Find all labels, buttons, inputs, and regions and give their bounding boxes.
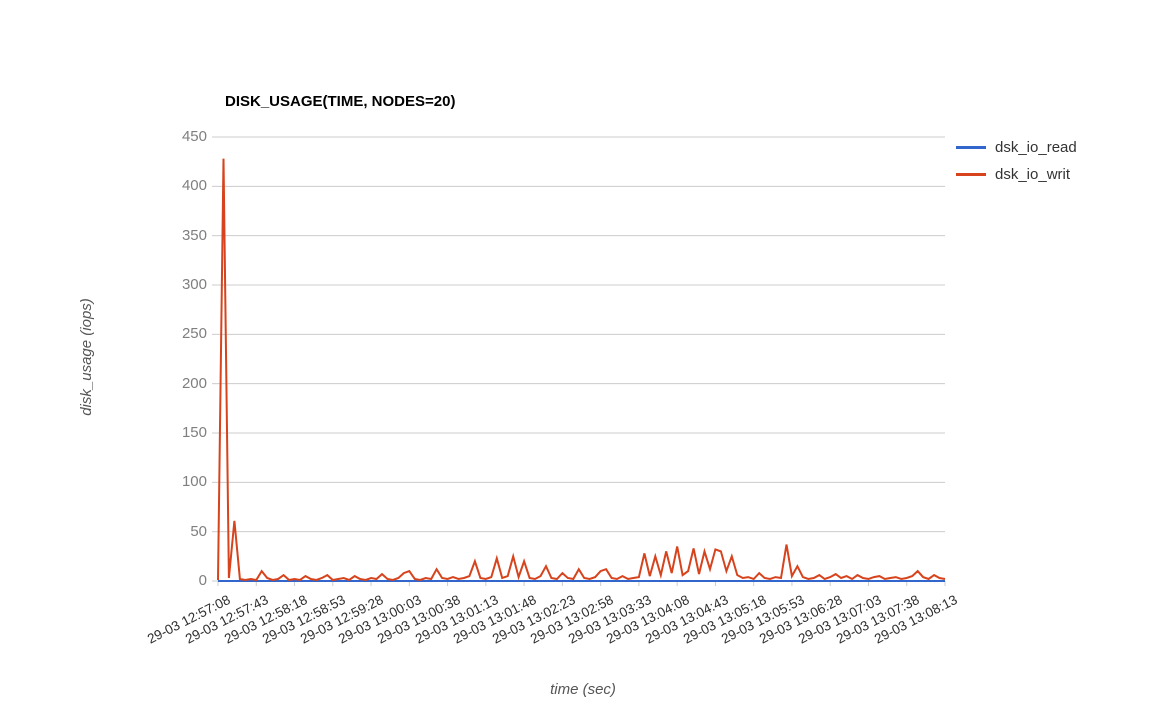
series-line-dsk_io_writ [217,158,946,582]
y-tick-label: 450 [181,128,207,145]
y-tick-label: 100 [181,473,207,491]
y-tick-label: 0 [198,572,207,589]
y-tick-label: 200 [181,374,207,392]
y-tick-label: 50 [190,522,207,540]
y-tick-label: 400 [181,177,207,195]
chart-title: DISK_USAGE(TIME, NODES=20) [225,93,456,110]
y-tick-label: 250 [181,325,207,343]
y-tick-label: 300 [181,276,207,293]
legend-label-writ: dsk_io_writ [995,165,1071,183]
x-axis-title: time (sec) [550,681,616,698]
legend-label-read: dsk_io_read [995,138,1077,156]
writ-line-swatch [956,172,986,176]
legend: dsk_io_read dsk_io_writ [956,137,1077,191]
legend-item-writ: dsk_io_writ [956,164,1077,184]
legend-item-read: dsk_io_read [956,137,1077,157]
y-tick-label: 150 [181,424,207,441]
read-line-swatch [956,145,986,149]
y-tick-label: 350 [181,226,207,244]
y-axis-title: disk_usage (iops) [78,298,95,416]
